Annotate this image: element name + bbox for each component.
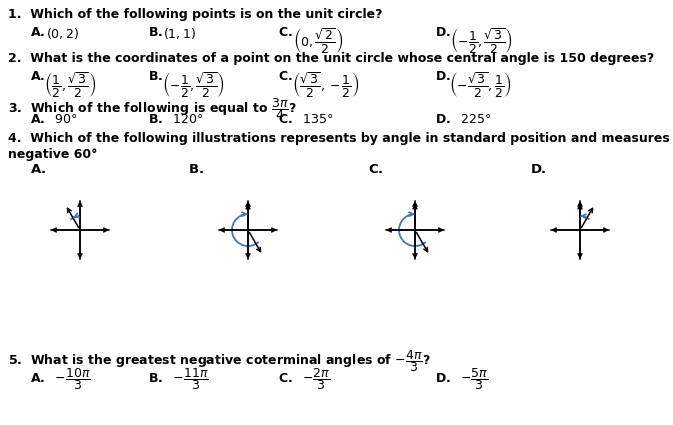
Text: 4.  Which of the following illustrations represents by angle in standard positio: 4. Which of the following illustrations …: [8, 132, 670, 145]
Text: $\left(\dfrac{1}{2},\dfrac{\sqrt{3}}{2}\right)$: $\left(\dfrac{1}{2},\dfrac{\sqrt{3}}{2}\…: [44, 70, 96, 99]
Text: $\mathbf{B.}$: $\mathbf{B.}$: [148, 26, 163, 39]
Text: $\mathbf{C.}$  $-\dfrac{2\pi}{3}$: $\mathbf{C.}$ $-\dfrac{2\pi}{3}$: [278, 366, 330, 392]
Text: $\left(-\dfrac{\sqrt{3}}{2},\dfrac{1}{2}\right)$: $\left(-\dfrac{\sqrt{3}}{2},\dfrac{1}{2}…: [449, 70, 511, 99]
Text: $\left(\dfrac{\sqrt{3}}{2},-\dfrac{1}{2}\right)$: $\left(\dfrac{\sqrt{3}}{2},-\dfrac{1}{2}…: [292, 70, 359, 99]
Text: $\mathbf{A.}$: $\mathbf{A.}$: [30, 70, 45, 83]
Text: 2.  What is the coordinates of a point on the unit circle whose central angle is: 2. What is the coordinates of a point on…: [8, 52, 654, 65]
Text: $\mathbf{A.}$: $\mathbf{A.}$: [30, 26, 45, 39]
Text: $\mathbf{C.}$  $135°$: $\mathbf{C.}$ $135°$: [278, 113, 333, 126]
Text: $\left(-\dfrac{1}{2},\dfrac{\sqrt{3}}{2}\right)$: $\left(-\dfrac{1}{2},\dfrac{\sqrt{3}}{2}…: [450, 26, 513, 56]
Text: $\mathbf{B.}$: $\mathbf{B.}$: [148, 70, 163, 83]
Text: $\mathbf{C.}$: $\mathbf{C.}$: [368, 163, 384, 176]
Text: negative 60°: negative 60°: [8, 148, 98, 161]
Text: $\mathbf{D.}$  $-\dfrac{5\pi}{3}$: $\mathbf{D.}$ $-\dfrac{5\pi}{3}$: [435, 366, 489, 392]
Text: $\left(0,\dfrac{\sqrt{2}}{2}\right)$: $\left(0,\dfrac{\sqrt{2}}{2}\right)$: [293, 26, 344, 56]
Text: $(1,1)$: $(1,1)$: [163, 26, 196, 41]
Text: $\left(-\dfrac{1}{2},\dfrac{\sqrt{3}}{2}\right)$: $\left(-\dfrac{1}{2},\dfrac{\sqrt{3}}{2}…: [162, 70, 225, 99]
Text: $\mathbf{B.}$  $-\dfrac{11\pi}{3}$: $\mathbf{B.}$ $-\dfrac{11\pi}{3}$: [148, 366, 209, 392]
Text: $\mathbf{C.}$: $\mathbf{C.}$: [278, 26, 293, 39]
Text: $\mathbf{C.}$: $\mathbf{C.}$: [278, 70, 293, 83]
Text: $\mathbf{B.}$  $120°$: $\mathbf{B.}$ $120°$: [148, 113, 204, 126]
Text: 5.  What is the greatest negative coterminal angles of $-\dfrac{4\pi}{3}$?: 5. What is the greatest negative cotermi…: [8, 348, 431, 374]
Text: $\mathbf{D.}$  $225°$: $\mathbf{D.}$ $225°$: [435, 113, 491, 126]
Text: $\mathbf{A.}$: $\mathbf{A.}$: [30, 163, 46, 176]
Text: $\mathbf{D.}$: $\mathbf{D.}$: [435, 70, 451, 83]
Text: $\mathbf{A.}$  $90°$: $\mathbf{A.}$ $90°$: [30, 113, 78, 126]
Text: $\mathbf{D.}$: $\mathbf{D.}$: [530, 163, 546, 176]
Text: $\mathbf{A.}$  $-\dfrac{10\pi}{3}$: $\mathbf{A.}$ $-\dfrac{10\pi}{3}$: [30, 366, 91, 392]
Text: 3.  Which of the following is equal to $\dfrac{3\pi}{4}$?: 3. Which of the following is equal to $\…: [8, 96, 297, 122]
Text: 1.  Which of the following points is on the unit circle?: 1. Which of the following points is on t…: [8, 8, 382, 21]
Text: $\mathbf{B.}$: $\mathbf{B.}$: [188, 163, 204, 176]
Text: $(0, 2)$: $(0, 2)$: [46, 26, 79, 41]
Text: $\mathbf{D.}$: $\mathbf{D.}$: [435, 26, 451, 39]
